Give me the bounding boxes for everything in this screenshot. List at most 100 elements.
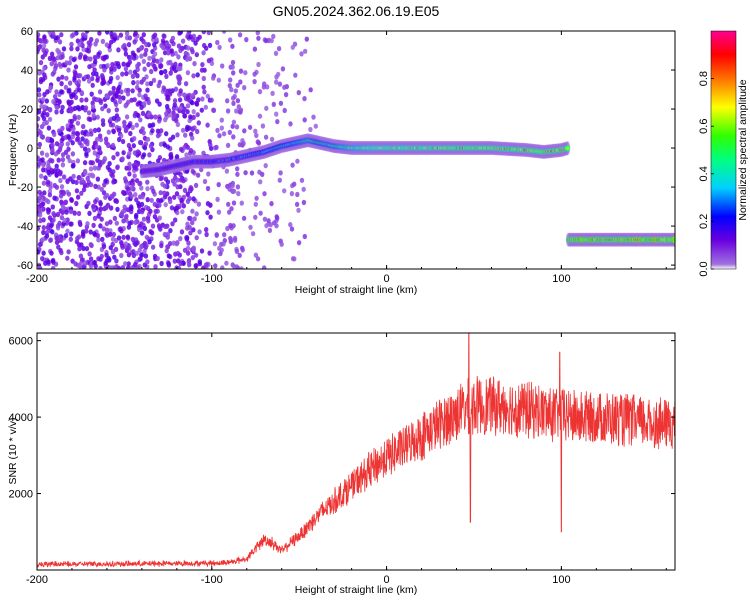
spectrogram-noise-cell bbox=[147, 239, 152, 245]
spectrogram-noise-cell bbox=[109, 193, 114, 199]
spectrogram-noise-cell bbox=[145, 197, 150, 203]
spectrogram-noise-cell bbox=[253, 252, 259, 258]
spectrogram-noise-cell bbox=[72, 210, 77, 216]
spectrogram-noise-cell bbox=[98, 98, 103, 104]
spectrogram-noise-cell bbox=[216, 182, 221, 188]
spectrogram-noise-cell bbox=[84, 151, 89, 157]
spectrogram-noise-cell bbox=[65, 141, 71, 147]
spectrogram-noise-cell bbox=[177, 80, 182, 86]
spectrogram-noise-cell bbox=[80, 130, 85, 136]
spectrogram-noise-cell bbox=[88, 116, 93, 122]
spectrogram-noise-cell bbox=[66, 134, 72, 140]
spectrogram-noise-cell bbox=[159, 260, 164, 267]
spectrogram-noise-cell bbox=[139, 185, 144, 191]
snr-y-tick-label: 2000 bbox=[9, 489, 33, 501]
spectrogram-noise-cell bbox=[98, 206, 104, 212]
spectrogram-noise-cell bbox=[129, 265, 134, 269]
spectrogram-noise-cell bbox=[180, 209, 185, 215]
spectrogram-noise-cell bbox=[151, 77, 157, 83]
spectrogram-noise-cell bbox=[75, 120, 81, 126]
spectrogram-noise-cell bbox=[108, 219, 113, 225]
spectrogram-noise-cell bbox=[91, 71, 96, 77]
spectrogram-noise-cell bbox=[202, 89, 207, 95]
spectrogram-noise-cell bbox=[241, 140, 246, 146]
spectrogram-noise-cell bbox=[159, 243, 164, 249]
spectrogram-noise-cell bbox=[227, 186, 232, 192]
spectrogram-noise-cell bbox=[205, 185, 211, 192]
spectrogram-noise-cell bbox=[168, 154, 174, 160]
spectrogram-noise-cell bbox=[232, 263, 237, 269]
spectrogram-noise-cell bbox=[82, 146, 88, 152]
spectrogram-noise-cell bbox=[76, 114, 82, 120]
spectrogram-noise-cell bbox=[172, 98, 178, 104]
spectrogram-noise-cell bbox=[130, 124, 135, 131]
spectrogram-noise-cell bbox=[195, 72, 200, 78]
spectrogram-noise-cell bbox=[141, 216, 147, 222]
spectrogram-noise-cell bbox=[130, 73, 136, 79]
spectrogram-noise-cell bbox=[230, 64, 235, 70]
spectrogram-noise-cell bbox=[208, 142, 213, 148]
colorbar-tick-label: 0.4 bbox=[698, 166, 710, 181]
spectrogram-noise-cell bbox=[148, 143, 154, 149]
spectrogram-noise-cell bbox=[232, 235, 238, 241]
spectrogram-noise-cell bbox=[73, 261, 78, 267]
spectrogram-noise-cell bbox=[173, 61, 178, 67]
spectrogram-noise-cell bbox=[111, 231, 117, 238]
spectrogram-noise-cell bbox=[135, 66, 140, 72]
spectrogram-noise-cell bbox=[112, 32, 117, 38]
spectrogram-noise-cell bbox=[56, 98, 62, 104]
spectrogram-noise-cell bbox=[139, 53, 144, 59]
spectrogram-noise-cell bbox=[49, 61, 54, 67]
spectrogram-noise-cell bbox=[181, 203, 186, 209]
spectrogram-noise-cell bbox=[273, 50, 279, 57]
spectrogram-noise-cell bbox=[137, 227, 142, 233]
spectrogram-noise-cell bbox=[59, 109, 64, 115]
spectrogram-noise-cell bbox=[121, 150, 126, 156]
spectrogram-noise-cell bbox=[45, 179, 51, 185]
spectrogram-noise-cell bbox=[162, 50, 168, 56]
spectrogram-noise-cell bbox=[201, 50, 206, 56]
spectrogram-frame bbox=[36, 30, 676, 270]
spectrogram-noise-cell bbox=[100, 118, 106, 124]
spectrogram-noise-cell bbox=[92, 67, 97, 73]
spectrogram-noise-cell bbox=[42, 72, 47, 78]
spectrogram-noise-cell bbox=[164, 131, 169, 137]
spectrogram-noise-cell bbox=[197, 229, 202, 235]
spectrogram-noise-cell bbox=[114, 107, 120, 113]
spectrogram-noise-cell bbox=[289, 191, 295, 197]
spectrogram-noise-cell bbox=[132, 136, 137, 142]
spectrogram-noise-cell bbox=[146, 218, 151, 224]
spectrogram-noise-cell bbox=[112, 254, 117, 260]
spectrogram-noise-cell bbox=[274, 74, 279, 80]
spectrogram-noise-cell bbox=[274, 79, 279, 85]
spectrogram-noise-cell bbox=[165, 96, 170, 102]
spectrogram-noise-cell bbox=[70, 151, 76, 157]
spectrogram-noise-cell bbox=[172, 102, 177, 108]
spectrogram-noise-cell bbox=[74, 200, 79, 207]
spectrogram-noise-cell bbox=[262, 216, 268, 222]
spectrogram-noise-cell bbox=[124, 181, 130, 187]
spectrogram-noise-cell bbox=[138, 180, 143, 186]
spectrogram-noise-cell bbox=[228, 37, 233, 43]
snr-y-tick-label: 4000 bbox=[9, 412, 33, 424]
spectrogram-noise-cell bbox=[149, 197, 154, 203]
spectrogram-noise-cell bbox=[60, 157, 66, 163]
spectrogram-noise-cell bbox=[229, 87, 234, 93]
spectrogram-noise-cell bbox=[207, 42, 213, 49]
spectrogram-noise-cell bbox=[120, 138, 126, 145]
spectrogram-noise-cell bbox=[269, 38, 274, 44]
spectrogram-noise-cell bbox=[211, 75, 216, 81]
spectrogram-noise-cell bbox=[267, 227, 273, 233]
spectrogram-noise-cell bbox=[179, 197, 184, 203]
spectrogram-noise-cell bbox=[185, 45, 191, 51]
spectrogram-x-tick-label: -200 bbox=[26, 273, 48, 285]
spectrogram-noise-cell bbox=[206, 31, 211, 36]
spectrogram-noise-cell bbox=[80, 231, 86, 237]
spectrogram-noise-cell bbox=[206, 171, 211, 177]
spectrogram-noise-cell bbox=[228, 77, 233, 83]
spectrogram-noise-cell bbox=[71, 57, 77, 63]
spectrogram-noise-cell bbox=[161, 33, 166, 39]
spectrogram-noise-cell bbox=[81, 187, 87, 193]
spectrogram-noise-cell bbox=[260, 123, 266, 129]
